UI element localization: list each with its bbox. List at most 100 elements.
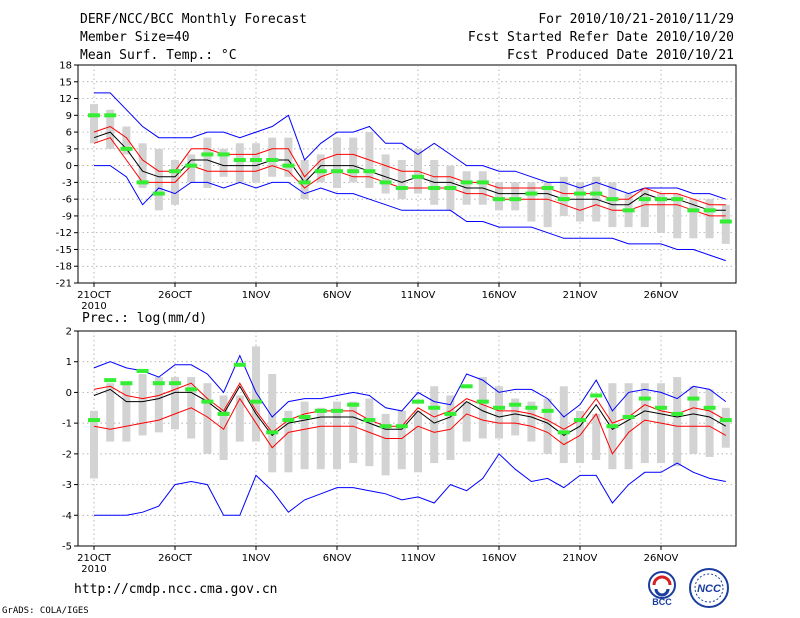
temp-x-tick-label: 26OCT bbox=[158, 290, 193, 301]
temp-observed-marker bbox=[331, 169, 343, 174]
temp-y-tick-label: -3 bbox=[62, 178, 72, 189]
temp-observed-marker bbox=[703, 208, 716, 213]
temp-x-tick-label: 16NOV bbox=[482, 290, 517, 301]
temp-observed-marker bbox=[622, 208, 635, 213]
prec-ensemble-box bbox=[284, 410, 293, 473]
prec-x-tick-label: 11NOV bbox=[401, 553, 436, 564]
temp-ensemble-box bbox=[154, 148, 163, 211]
prec-observed-marker bbox=[606, 424, 619, 429]
prec-observed-marker bbox=[298, 415, 311, 419]
prec-observed-marker bbox=[395, 424, 408, 429]
temp-ensemble-box bbox=[333, 137, 341, 188]
temp-ensemble-box bbox=[106, 109, 115, 149]
temp-observed-marker bbox=[687, 208, 700, 213]
temp-y-tick-label: 3 bbox=[66, 144, 72, 155]
temp-ensemble-box bbox=[721, 204, 730, 244]
prec-ensemble-box bbox=[333, 401, 341, 470]
prec-ensemble-box bbox=[495, 386, 503, 439]
temp-ensemble-box bbox=[381, 154, 390, 194]
temp-ensemble-box bbox=[122, 126, 131, 155]
prec-ensemble-box bbox=[300, 401, 309, 470]
prec-ensemble-box bbox=[122, 383, 131, 442]
ncc-logo: NCC bbox=[689, 568, 729, 608]
prec-observed-marker bbox=[703, 405, 716, 410]
prec-observed-marker bbox=[525, 405, 538, 410]
grads-credit: GrADS: COLA/IGES bbox=[2, 606, 89, 616]
temp-observed-marker bbox=[363, 169, 376, 174]
prec-y-tick-label: 0 bbox=[66, 388, 72, 399]
prec-x-tick-label: 1NOV bbox=[242, 553, 271, 564]
prec-x-tick-label: 21OCT bbox=[77, 553, 112, 564]
temp-observed-marker bbox=[557, 197, 570, 202]
prec-observed-marker bbox=[250, 399, 262, 404]
temp-observed-marker bbox=[541, 185, 554, 190]
prec-observed-marker bbox=[331, 408, 343, 413]
temp-observed-marker bbox=[314, 169, 327, 174]
prec-ensemble-box bbox=[219, 395, 228, 460]
prec-ensemble-box bbox=[90, 410, 98, 479]
prec-x-tick-label: 6NOV bbox=[323, 553, 352, 564]
footer-url[interactable]: http://cmdp.ncc.cma.gov.cn bbox=[74, 582, 278, 597]
temp-observed-marker bbox=[120, 146, 133, 151]
prec-observed-marker bbox=[217, 411, 230, 416]
temp-observed-marker bbox=[217, 152, 230, 157]
temp-observed-marker bbox=[136, 180, 149, 185]
temp-variable-label: Mean Surf. Temp.: °C bbox=[80, 48, 237, 63]
prec-observed-marker bbox=[590, 393, 603, 398]
prec-observed-marker bbox=[185, 387, 198, 392]
temp-min-line bbox=[94, 165, 726, 262]
prec-observed-marker bbox=[574, 418, 586, 423]
prec-observed-marker bbox=[460, 384, 473, 389]
prec-ensemble-box bbox=[154, 377, 163, 433]
prec-ensemble-box bbox=[624, 383, 633, 470]
temp-y-tick-label: -21 bbox=[56, 279, 72, 290]
temp-y-tick-label: -9 bbox=[62, 211, 72, 222]
prec-ensemble-box bbox=[203, 383, 212, 454]
prec-ensemble-box bbox=[349, 401, 358, 464]
temp-observed-marker bbox=[347, 169, 360, 174]
prec-ensemble-box bbox=[171, 377, 179, 430]
prec-x-tick-label: 26NOV bbox=[644, 553, 679, 564]
temp-y-tick-label: 15 bbox=[59, 77, 72, 88]
temp-x-tick-label: 21OCT bbox=[77, 290, 112, 301]
prec-observed-marker bbox=[201, 399, 214, 404]
prec-observed-marker bbox=[622, 415, 635, 419]
prec-max-line bbox=[93, 354, 727, 418]
temp-ensemble-box bbox=[235, 143, 244, 183]
temp-observed-marker bbox=[152, 191, 165, 196]
temp-y-tick-label: 0 bbox=[66, 161, 72, 172]
prec-ensemble-box bbox=[268, 374, 277, 473]
temp-y-tick-label: 12 bbox=[59, 94, 72, 105]
temp-ensemble-box bbox=[349, 137, 358, 183]
prec-observed-marker bbox=[541, 408, 554, 413]
fcst-start-date: Fcst Started Refer Date 2010/10/20 bbox=[467, 30, 734, 45]
prec-ensemble-box bbox=[705, 389, 714, 457]
prec-y-tick-label: 1 bbox=[66, 357, 72, 368]
temp-observed-marker bbox=[509, 197, 522, 202]
temp-observed-marker bbox=[412, 174, 424, 179]
prec-ensemble-box bbox=[576, 410, 584, 464]
prec-observed-marker bbox=[671, 411, 684, 416]
temp-observed-marker bbox=[719, 219, 732, 224]
prec-plot-frame bbox=[77, 330, 737, 547]
temp-observed-marker bbox=[428, 185, 441, 190]
prec-y-tick-label: -3 bbox=[62, 480, 72, 491]
prec-observed-marker bbox=[412, 399, 424, 404]
temp-observed-marker bbox=[379, 180, 392, 185]
temp-observed-marker bbox=[606, 197, 619, 202]
temp-x-tick-label: 6NOV bbox=[323, 290, 352, 301]
temp-y-tick-label: -6 bbox=[62, 195, 72, 206]
prec-ensemble-box bbox=[543, 398, 552, 454]
temp-observed-marker bbox=[88, 113, 100, 118]
prec-observed-marker bbox=[120, 381, 133, 386]
prec-ensemble-box bbox=[138, 374, 147, 436]
prec-y-tick-label: -5 bbox=[62, 542, 72, 553]
prec-x-tick-label: 26OCT bbox=[158, 553, 193, 564]
temp-observed-marker bbox=[655, 197, 667, 202]
prec-ensemble-box bbox=[689, 386, 698, 454]
prec-observed-marker bbox=[266, 430, 279, 435]
prec-ensemble-box bbox=[673, 377, 682, 467]
precip-variable-label: Prec.: log(mm/d) bbox=[82, 311, 208, 326]
temp-observed-marker bbox=[201, 152, 214, 157]
temp-observed-marker bbox=[185, 163, 198, 168]
